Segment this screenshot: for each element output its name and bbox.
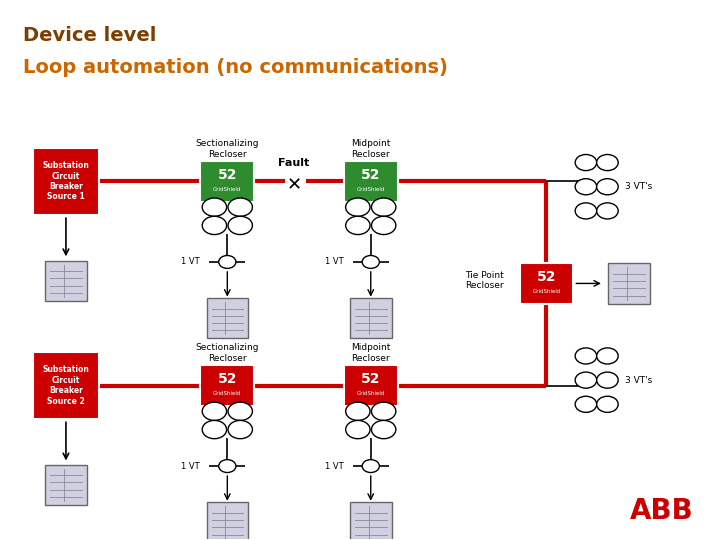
Circle shape <box>219 255 236 268</box>
Circle shape <box>346 198 370 217</box>
Text: Sectionalizing
Recloser: Sectionalizing Recloser <box>196 139 259 159</box>
Circle shape <box>228 198 253 217</box>
Circle shape <box>372 421 396 438</box>
Circle shape <box>597 372 618 388</box>
Text: GridShield: GridShield <box>356 187 385 192</box>
FancyBboxPatch shape <box>344 366 397 406</box>
Text: 52: 52 <box>361 168 380 183</box>
Text: Midpoint
Recloser: Midpoint Recloser <box>351 139 390 159</box>
FancyBboxPatch shape <box>350 298 392 339</box>
FancyBboxPatch shape <box>344 161 397 201</box>
Text: ✕: ✕ <box>287 177 302 194</box>
FancyBboxPatch shape <box>45 261 86 301</box>
Text: GridShield: GridShield <box>213 391 241 396</box>
FancyBboxPatch shape <box>520 264 573 303</box>
Circle shape <box>575 348 597 364</box>
Circle shape <box>202 402 227 421</box>
FancyBboxPatch shape <box>350 502 392 540</box>
Text: 1 VT: 1 VT <box>325 258 343 266</box>
Circle shape <box>228 421 253 438</box>
Circle shape <box>228 402 253 421</box>
FancyBboxPatch shape <box>207 298 248 339</box>
Circle shape <box>575 154 597 171</box>
Circle shape <box>597 348 618 364</box>
Text: Substation
Circuit
Breaker
Source 2: Substation Circuit Breaker Source 2 <box>42 366 89 406</box>
Circle shape <box>372 402 396 421</box>
FancyBboxPatch shape <box>608 264 649 303</box>
Circle shape <box>575 179 597 195</box>
Circle shape <box>372 198 396 217</box>
Circle shape <box>597 179 618 195</box>
Circle shape <box>597 396 618 413</box>
Text: 1 VT: 1 VT <box>181 462 200 470</box>
FancyBboxPatch shape <box>45 465 86 505</box>
FancyBboxPatch shape <box>33 148 99 215</box>
Circle shape <box>597 154 618 171</box>
Circle shape <box>362 255 379 268</box>
FancyBboxPatch shape <box>200 161 254 201</box>
Text: 1 VT: 1 VT <box>181 258 200 266</box>
FancyBboxPatch shape <box>200 366 254 406</box>
Text: Sectionalizing
Recloser: Sectionalizing Recloser <box>196 343 259 363</box>
Circle shape <box>202 217 227 234</box>
Text: 3 VT's: 3 VT's <box>626 182 652 191</box>
Circle shape <box>597 203 618 219</box>
Circle shape <box>372 217 396 234</box>
Text: Device level: Device level <box>23 25 156 45</box>
Circle shape <box>346 402 370 421</box>
Text: Fault: Fault <box>279 158 310 168</box>
Text: Loop automation (no communications): Loop automation (no communications) <box>23 58 448 77</box>
Text: 52: 52 <box>536 271 557 285</box>
Circle shape <box>575 396 597 413</box>
Text: 52: 52 <box>217 168 237 183</box>
Text: 3 VT's: 3 VT's <box>626 376 652 384</box>
Text: GridShield: GridShield <box>213 187 241 192</box>
Text: 1 VT: 1 VT <box>325 462 343 470</box>
Circle shape <box>228 217 253 234</box>
Text: 52: 52 <box>217 373 237 387</box>
Text: 52: 52 <box>361 373 380 387</box>
Text: Midpoint
Recloser: Midpoint Recloser <box>351 343 390 363</box>
FancyBboxPatch shape <box>33 352 99 419</box>
Text: Tie Point
Recloser: Tie Point Recloser <box>464 271 503 291</box>
Text: GridShield: GridShield <box>356 391 385 396</box>
Circle shape <box>202 198 227 217</box>
Circle shape <box>346 217 370 234</box>
Circle shape <box>575 203 597 219</box>
Circle shape <box>202 421 227 438</box>
Circle shape <box>346 421 370 438</box>
FancyBboxPatch shape <box>207 502 248 540</box>
Text: ABB: ABB <box>630 497 693 525</box>
Text: GridShield: GridShield <box>532 289 561 294</box>
Text: Substation
Circuit
Breaker
Source 1: Substation Circuit Breaker Source 1 <box>42 161 89 201</box>
Circle shape <box>219 460 236 472</box>
Circle shape <box>362 460 379 472</box>
Circle shape <box>575 372 597 388</box>
